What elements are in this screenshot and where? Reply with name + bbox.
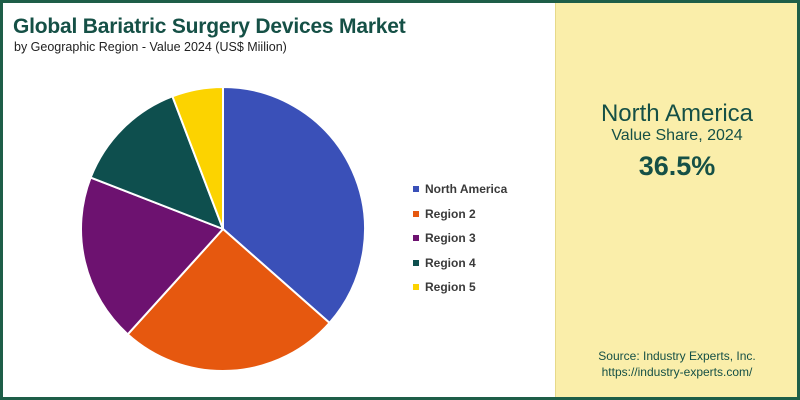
pie-slice-region-2[interactable] [126,228,331,372]
pie-slice-north-america[interactable] [222,86,366,324]
source-credit: Source: Industry Experts, Inc. [598,349,756,363]
chart-panel: Global Bariatric Surgery Devices Market … [3,3,555,397]
legend-label: Region 5 [425,280,476,295]
legend-swatch [413,259,419,266]
legend-label: Region 3 [425,231,476,246]
highlight-region: North America [600,100,754,127]
pie-chart [80,86,366,372]
legend-label: Region 2 [425,206,476,221]
highlight-value: 36.5% [638,151,716,181]
highlight-caption: Value Share, 2024 [611,127,743,144]
legend-item: Region 5 [413,275,507,300]
source-url: https://industry-experts.com/ [601,365,753,379]
legend-swatch [413,235,419,242]
legend-item: Region 4 [413,251,507,276]
legend-label: North America [425,182,508,197]
legend-swatch [413,284,419,291]
chart-title: Global Bariatric Surgery Devices Market [13,15,406,38]
pie-slice-region-3[interactable] [80,176,224,336]
legend-item: North America [413,177,507,202]
legend-item: Region 3 [413,226,507,251]
chart-legend: North America Region 2 Region 3 Region 4 Reg… [413,177,507,300]
legend-item: Region 2 [413,202,507,227]
legend-swatch [413,186,419,193]
pie-slice-region-4[interactable] [89,95,224,230]
legend-label: Region 4 [425,255,476,270]
legend-swatch [413,210,419,217]
chart-subtitle: by Geographic Region - Value 2024 (US$ M… [14,40,287,54]
highlight-panel: North America Value Share, 2024 36.5% So… [555,3,797,397]
pie-slice-region-5[interactable] [171,86,224,230]
